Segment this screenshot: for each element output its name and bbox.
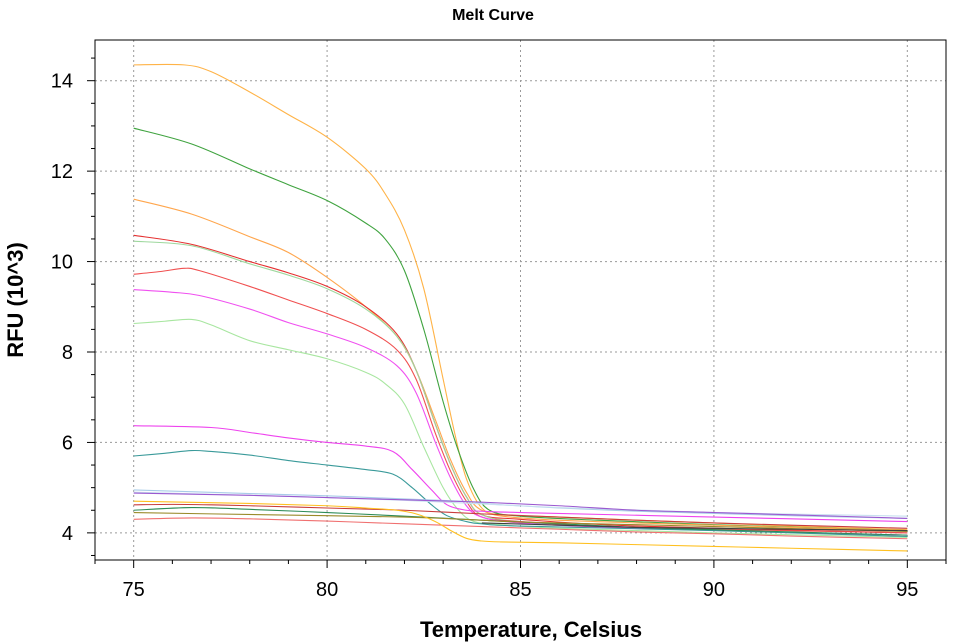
series-line-18: [133, 500, 908, 552]
series-line-8: [133, 318, 908, 538]
y-axis-label: RFU (10^3): [3, 242, 28, 358]
y-tick-label: 14: [51, 71, 73, 93]
x-tick-label: 95: [896, 579, 918, 601]
x-tick-label: 90: [703, 579, 725, 601]
series-line-10: [133, 449, 908, 538]
y-tick-label: 12: [51, 161, 73, 183]
x-tick-label: 75: [123, 579, 145, 601]
series-line-1: [133, 63, 908, 531]
y-tick-label: 8: [62, 342, 73, 364]
series-line-4: [133, 234, 908, 534]
axis-ticks: [87, 57, 947, 568]
series-line-19: [481, 522, 908, 532]
series-line-9: [133, 425, 908, 523]
grid-lines: [95, 40, 946, 560]
x-axis-label: Temperature, Celsius: [420, 617, 642, 642]
y-tick-label: 4: [62, 523, 73, 545]
series-line-14: [133, 503, 908, 529]
series-lines: [133, 63, 908, 552]
chart-title: Melt Curve: [452, 7, 534, 24]
series-line-13: [133, 492, 908, 519]
x-tick-label: 80: [316, 579, 338, 601]
x-tick-label: 85: [509, 579, 531, 601]
series-line-3: [133, 198, 908, 532]
series-line-17: [133, 511, 908, 533]
series-line-16: [133, 517, 908, 540]
y-tick-label: 10: [51, 252, 73, 274]
series-line-2: [133, 127, 908, 532]
y-tick-label: 6: [62, 432, 73, 454]
tick-labels: 75 80 85 90 95 4 6 8 10 12 14: [51, 71, 919, 601]
